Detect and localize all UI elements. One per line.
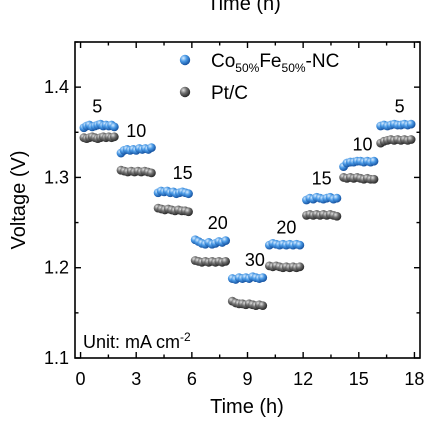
axis-tick-labels: 0 3 6 9 12 15 18 1.1 1.2 1.3 1.4 (44, 77, 424, 389)
y-tick-label: 1.1 (44, 348, 69, 368)
data-point (332, 211, 342, 221)
data-point (406, 119, 416, 129)
data-point (369, 156, 379, 166)
series-co-fe-nc (79, 119, 416, 284)
legend-label-pt-c: Pt/C (211, 83, 248, 104)
data-point (295, 240, 305, 250)
current-density-label: 15 (312, 169, 332, 189)
legend-marker-co-fe-nc (179, 54, 191, 66)
data-point (221, 236, 231, 246)
legend-marker-pt-c (179, 86, 191, 98)
x-tick-label: 0 (76, 369, 86, 389)
unit-annotation: Unit: mA cm-2 (83, 330, 191, 352)
current-density-labels: 5 10 15 20 30 20 15 10 5 (92, 96, 404, 269)
current-density-label: 5 (92, 96, 102, 116)
y-tick-label: 1.3 (44, 167, 69, 187)
data-markers (79, 119, 416, 311)
data-point (406, 135, 416, 144)
data-point (221, 256, 231, 266)
x-tick-label: 6 (187, 369, 197, 389)
x-tick-label: 15 (349, 369, 369, 389)
x-tick-label: 9 (242, 369, 252, 389)
x-tick-label: 3 (131, 369, 141, 389)
x-tick-label: 12 (293, 369, 313, 389)
data-point (184, 189, 193, 199)
current-density-label: 20 (276, 217, 296, 237)
data-point (147, 143, 156, 153)
data-point (109, 122, 119, 132)
y-axis-label: Voltage (V) (8, 151, 30, 250)
data-point (295, 262, 305, 272)
legend-label-co-fe-nc: Co50%Fe50%-NC (211, 51, 339, 75)
data-point (184, 207, 193, 217)
x-axis-label: Time (h) (210, 396, 284, 418)
y-tick-label: 1.2 (44, 258, 69, 278)
data-point (147, 168, 156, 178)
data-point (258, 301, 268, 311)
current-density-label: 20 (208, 213, 228, 233)
top-axis-label: Time (h) (207, 0, 281, 15)
legend: Co50%Fe50%-NC Pt/C (179, 51, 339, 104)
current-density-label: 15 (173, 163, 193, 183)
data-point (109, 132, 119, 142)
data-point (369, 174, 379, 184)
series-pt-c (79, 132, 416, 311)
current-density-label: 5 (395, 96, 405, 116)
current-density-label: 10 (352, 134, 372, 154)
current-density-label: 10 (126, 121, 146, 141)
axis-ticks (75, 41, 420, 359)
x-tick-label: 18 (404, 369, 424, 389)
current-density-label: 30 (245, 250, 265, 270)
data-point (258, 273, 268, 283)
y-tick-label: 1.4 (44, 77, 69, 97)
data-point (332, 193, 342, 203)
